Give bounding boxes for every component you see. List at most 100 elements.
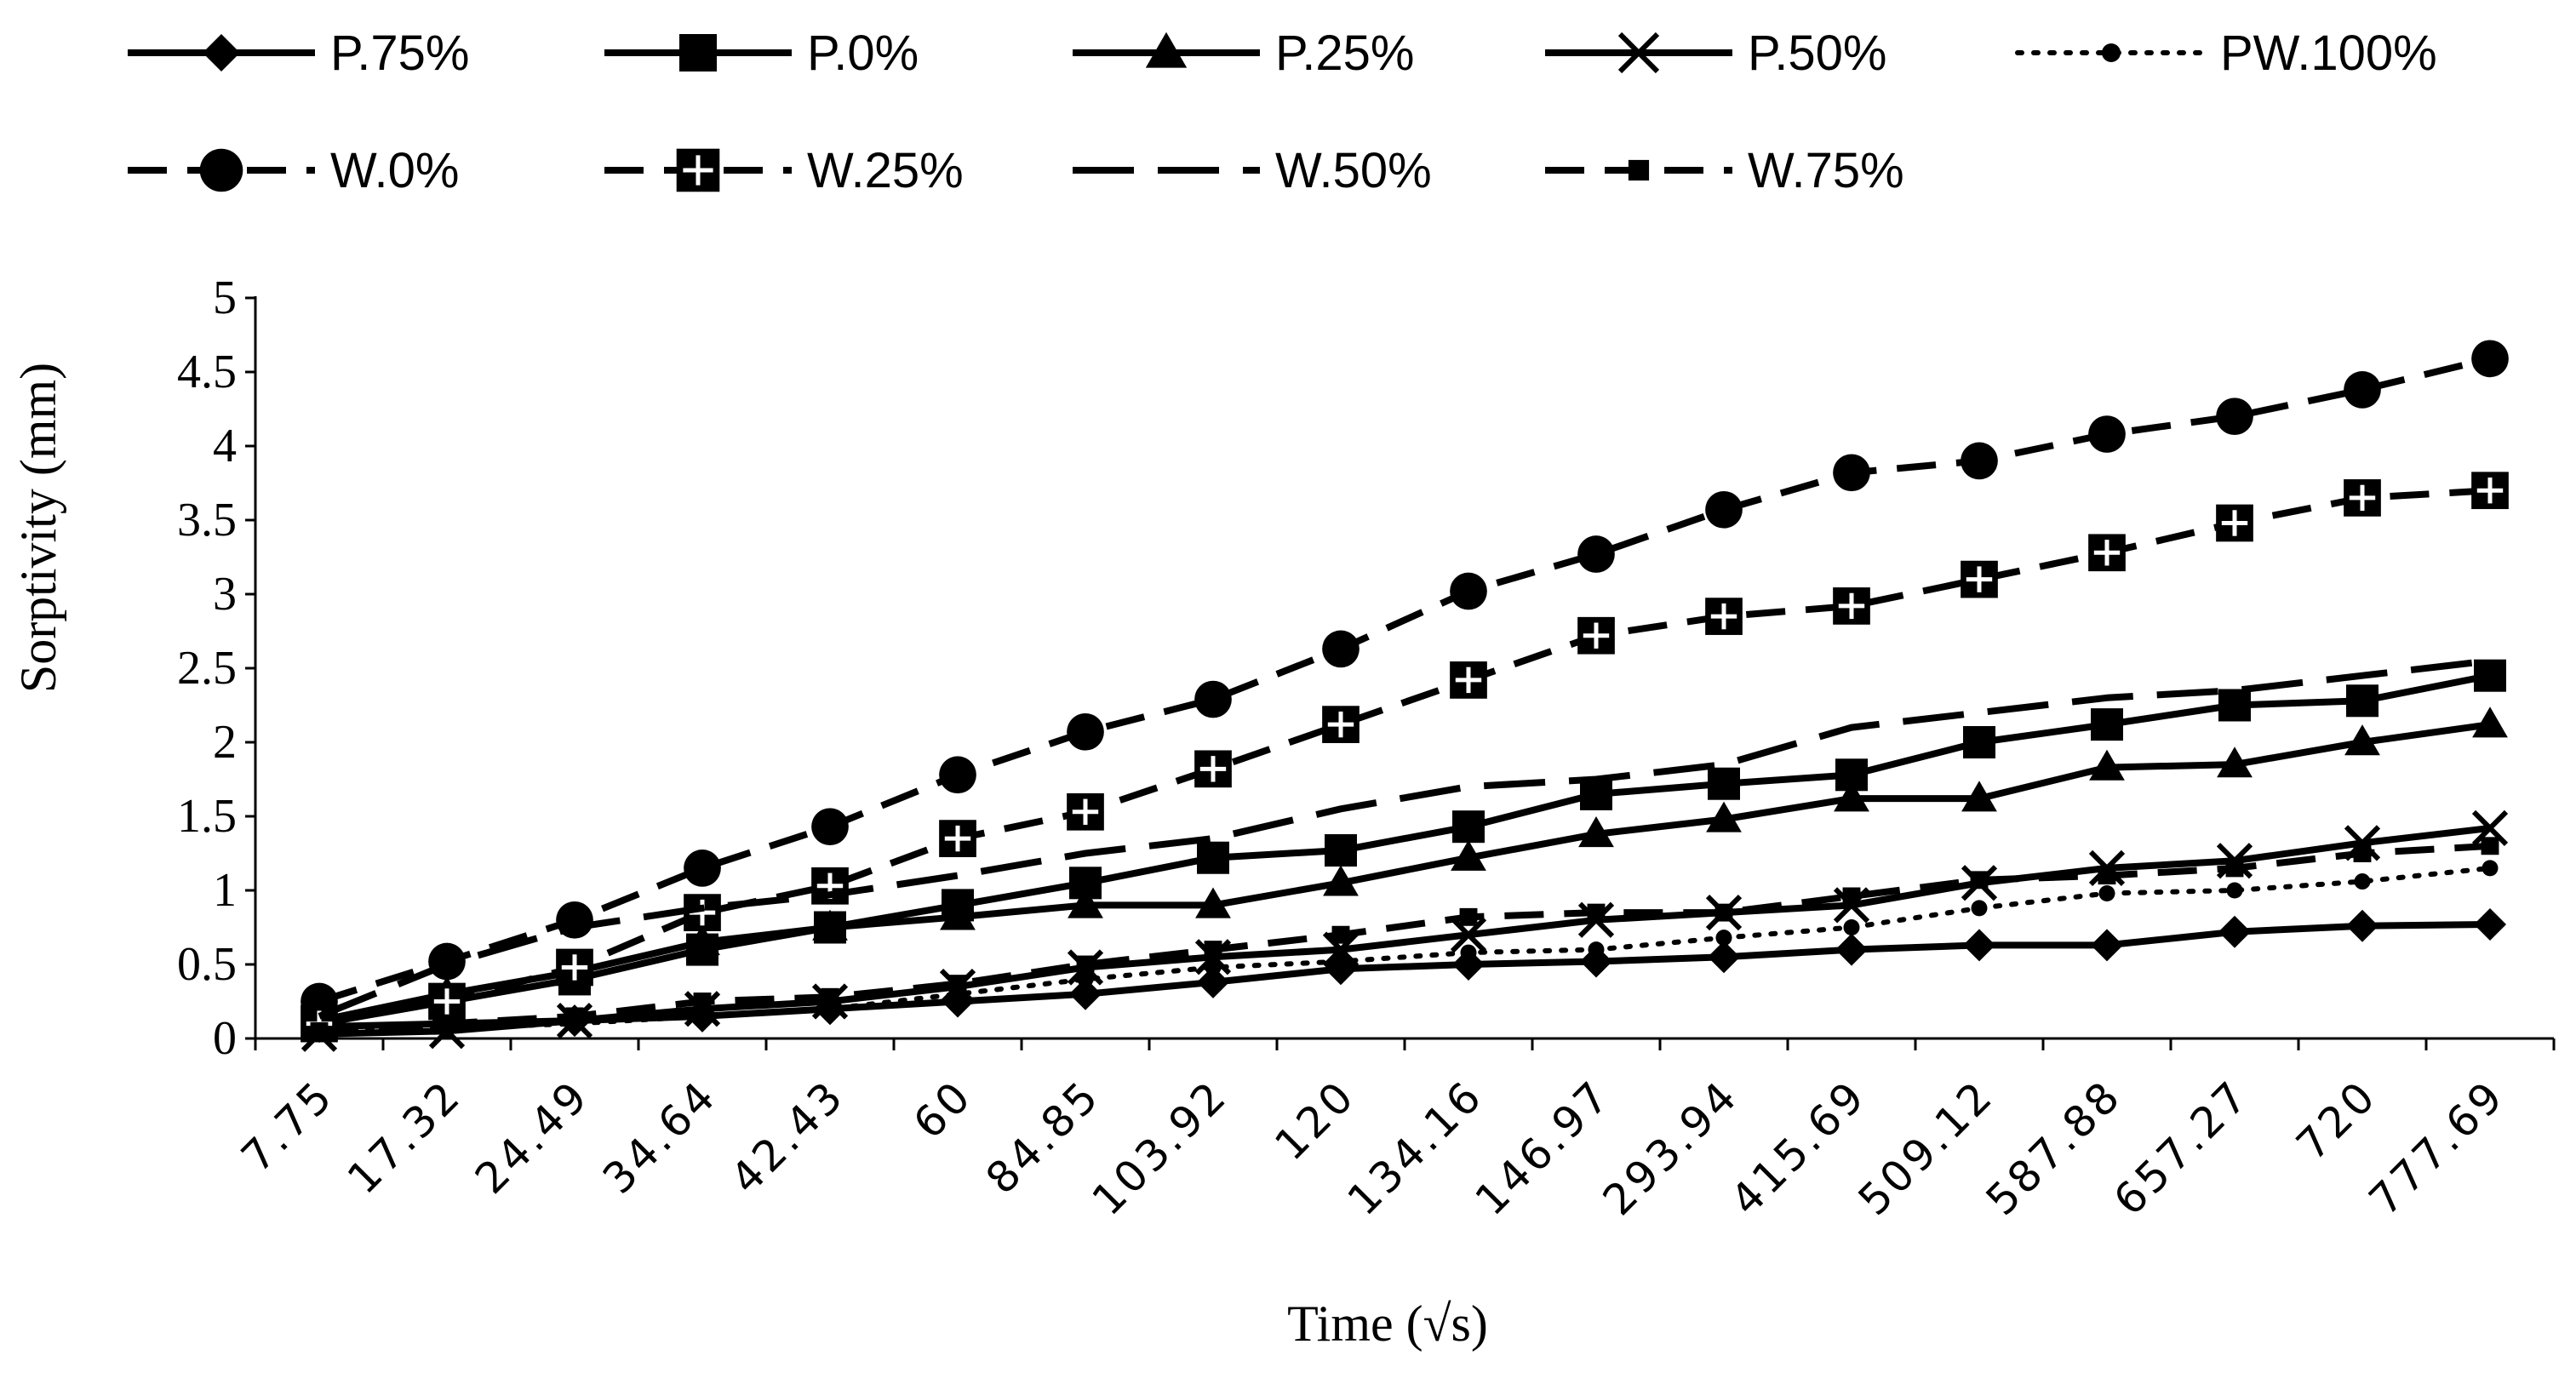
data-point	[948, 975, 967, 993]
data-point	[1331, 925, 1350, 944]
data-point	[1577, 616, 1615, 655]
data-point	[821, 987, 839, 1006]
data-point	[694, 1008, 711, 1025]
data-point	[1971, 900, 1988, 917]
data-point	[1588, 941, 1605, 958]
data-point	[1708, 767, 1740, 800]
y-tick-label: 4	[213, 420, 237, 472]
y-tick-label: 3	[213, 568, 237, 621]
data-point	[1197, 841, 1229, 874]
x-tick-label: 415.69	[1721, 1070, 1876, 1225]
data-point	[1580, 945, 1612, 978]
y-tick-label: 2.5	[177, 642, 237, 695]
legend-label: W.50%	[1275, 143, 1432, 198]
data-point	[684, 850, 721, 887]
data-point	[1451, 839, 1486, 871]
data-point	[1970, 871, 1989, 890]
data-point	[1068, 887, 1103, 918]
data-point	[1204, 941, 1222, 959]
x-tick-label: 103.92	[1083, 1070, 1238, 1225]
data-point	[939, 756, 976, 794]
series-line	[317, 865, 2493, 1034]
x-tick-label: 293.94	[1594, 1070, 1749, 1225]
x-tick-label: 720	[2287, 1070, 2387, 1170]
y-tick-label: 1.5	[177, 790, 237, 843]
data-point	[2346, 684, 2379, 718]
data-point	[693, 993, 712, 1010]
y-axis-title: Sorptivity (mm)	[10, 363, 66, 693]
x-tick-label: 24.49	[466, 1070, 598, 1203]
series-W.50%	[318, 657, 2491, 1020]
legend-label: PW.100%	[2220, 26, 2437, 81]
data-point	[1459, 907, 1478, 926]
data-point	[1452, 948, 1485, 981]
data-point	[1587, 903, 1606, 922]
data-point	[1205, 958, 1222, 975]
legend-item-P.50%: P.50%	[1545, 26, 1886, 81]
legend-item-W.25%: W.25%	[604, 143, 964, 198]
series-W.25%	[301, 472, 2509, 1043]
data-point	[2218, 689, 2251, 722]
data-point	[1325, 834, 1357, 867]
data-point	[2089, 749, 2125, 781]
legend-marker	[679, 34, 717, 72]
series-W.0%	[301, 340, 2509, 1021]
data-point	[565, 1007, 584, 1026]
data-point	[1833, 454, 1870, 492]
data-point	[1578, 815, 1614, 848]
x-tick-label: 7.75	[232, 1070, 343, 1181]
y-axis-ticks: 0 0.5 1 1.5 2 2.5 3 3.5 4 4.5 5	[177, 272, 255, 1065]
data-point	[1332, 953, 1349, 970]
data-point	[2353, 844, 2372, 862]
data-point	[1194, 680, 1232, 718]
data-point	[2346, 909, 2379, 942]
legend-item-P.75%: P.75%	[128, 26, 469, 81]
data-point	[2344, 479, 2381, 517]
data-point	[2471, 340, 2509, 378]
y-tick-label: 2	[213, 716, 237, 769]
x-tick-label: 134.16	[1338, 1070, 1493, 1225]
data-point	[1452, 810, 1485, 844]
data-point	[1077, 970, 1094, 987]
data-point	[940, 899, 976, 930]
legend-marker	[1145, 31, 1188, 68]
data-point	[2471, 472, 2509, 510]
data-point	[939, 820, 976, 857]
series-line	[318, 355, 2491, 1005]
data-point	[684, 894, 721, 931]
y-tick-label: 3.5	[177, 494, 237, 546]
data-point	[2482, 860, 2499, 877]
data-point	[811, 808, 849, 846]
data-point	[1577, 535, 1615, 573]
x-tick-label: 34.64	[593, 1070, 726, 1203]
data-point	[1715, 930, 1732, 947]
data-point	[1705, 490, 1743, 529]
data-point	[1842, 887, 1861, 906]
series-W.75%	[310, 837, 2499, 1040]
data-point	[1322, 706, 1360, 743]
legend-label: P.25%	[1275, 26, 1414, 81]
data-point	[1708, 941, 1740, 974]
legend-label: W.25%	[807, 143, 964, 198]
legend-label: P.50%	[1748, 26, 1886, 81]
legend-item-W.0%: W.0%	[128, 143, 460, 198]
data-point	[1834, 781, 1869, 812]
data-point	[812, 909, 848, 941]
data-point	[1460, 944, 1477, 961]
series-line	[318, 824, 2491, 1038]
series-line	[318, 672, 2491, 1027]
legend-marker	[676, 148, 720, 192]
data-point	[1323, 865, 1359, 896]
data-point	[2088, 534, 2126, 572]
legend-marker	[199, 148, 243, 192]
data-point	[2218, 915, 2251, 948]
legend: P.75% P.0% P.25% P.50% PW.100% W.0% W.25% W.50%…	[128, 26, 2437, 198]
y-tick-label: 4.5	[177, 346, 237, 398]
data-point	[438, 1015, 456, 1033]
legend-marker	[1628, 159, 1650, 181]
x-tick-label: 60	[904, 1070, 982, 1148]
data-point	[2098, 884, 2115, 901]
y-tick-label: 5	[213, 272, 237, 324]
data-point	[1961, 560, 1998, 598]
y-tick-label: 0.5	[177, 938, 237, 991]
